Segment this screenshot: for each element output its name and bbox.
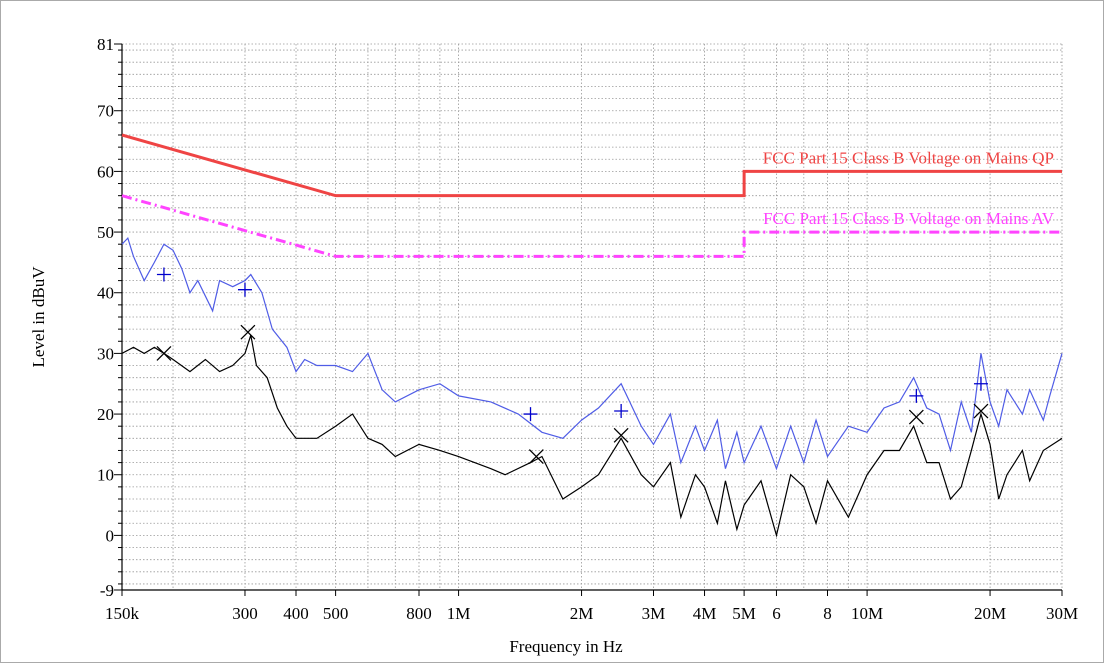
- marker: [156, 345, 172, 361]
- series-line: [121, 236, 1063, 471]
- x-tick-label: 500: [323, 604, 349, 623]
- x-tick-label: 2M: [570, 604, 594, 623]
- y-tick-label: 81: [97, 35, 114, 54]
- y-tick-label: 70: [97, 102, 114, 121]
- x-tick-label: 4M: [693, 604, 717, 623]
- y-tick-label: 30: [97, 344, 114, 363]
- marker: [613, 427, 629, 443]
- x-tick-label: 800: [406, 604, 432, 623]
- x-tick-label: 1M: [447, 604, 471, 623]
- marker: [237, 282, 252, 297]
- x-tick-label: 5M: [732, 604, 756, 623]
- y-tick-label: 60: [97, 162, 114, 181]
- x-tick-label: 8: [823, 604, 832, 623]
- marker: [156, 267, 171, 282]
- x-tick-label: 20M: [974, 604, 1006, 623]
- x-axis-label: Frequency in Hz: [509, 637, 623, 656]
- marker: [973, 403, 989, 419]
- x-tick-label: 30M: [1046, 604, 1078, 623]
- limit-label: FCC Part 15 Class B Voltage on Mains AV: [763, 209, 1055, 228]
- marker: [240, 324, 256, 340]
- x-tick-label: 150k: [105, 604, 140, 623]
- y-tick-label: 40: [97, 284, 114, 303]
- marker: [523, 407, 538, 422]
- x-tick-label: 6: [772, 604, 781, 623]
- series-line: [121, 194, 1062, 258]
- marker: [614, 404, 629, 419]
- series-line: [121, 335, 1063, 538]
- x-tick-label: 400: [283, 604, 309, 623]
- marker: [909, 388, 924, 403]
- y-tick-label: 10: [97, 466, 114, 485]
- y-tick-label: 50: [97, 223, 114, 242]
- series-line: [121, 133, 1062, 198]
- marker: [973, 376, 988, 391]
- marker: [908, 409, 924, 425]
- y-tick-label: -9: [100, 581, 114, 600]
- x-tick-label: 300: [232, 604, 258, 623]
- y-axis-label: Level in dBuV: [29, 266, 48, 368]
- y-tick-label: 0: [106, 526, 115, 545]
- marker: [528, 449, 544, 464]
- x-tick-label: 10M: [851, 604, 883, 623]
- x-tick-label: 3M: [642, 604, 666, 623]
- limit-label: FCC Part 15 Class B Voltage on Mains QP: [763, 148, 1054, 167]
- y-tick-label: 20: [97, 405, 114, 424]
